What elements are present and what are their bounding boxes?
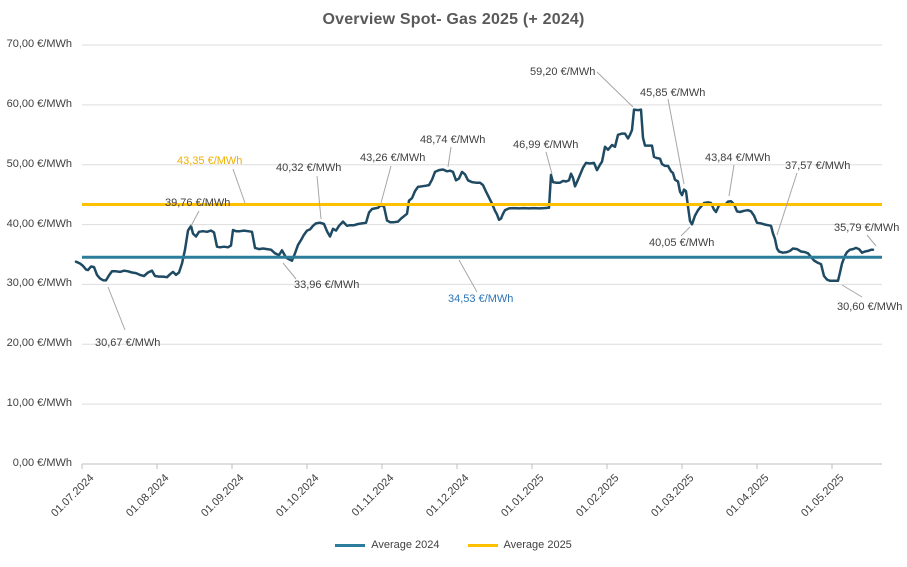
leader-line-30-67 (107, 286, 126, 331)
annotation-30-60: 30,60 €/MWh (837, 301, 903, 313)
annotation-45-85: 45,85 €/MWh (640, 87, 706, 99)
y-axis-label: 60,00 €/MWh (6, 97, 72, 110)
y-axis-label: 70,00 €/MWh (6, 38, 72, 50)
leader-line-45-85 (667, 98, 685, 185)
annotation-33-96: 33,96 €/MWh (294, 279, 360, 291)
annotation-48-74: 48,74 €/MWh (420, 134, 486, 146)
y-axis-label: 30,00 €/MWh (6, 277, 72, 290)
leader-line-48-74 (447, 146, 452, 168)
annotation-46-99: 46,99 €/MWh (513, 139, 579, 151)
annotation-35-79: 35,79 €/MWh (834, 222, 900, 234)
annotation-39-76: 39,76 €/MWh (165, 197, 231, 209)
spot-price-line (74, 108, 875, 283)
legend-label: Average 2024 (371, 539, 440, 551)
annotation-37-57: 37,57 €/MWh (785, 160, 851, 172)
legend-label: Average 2025 (503, 539, 572, 551)
legend-swatch-average-2024 (335, 543, 366, 547)
annotation-30-67: 30,67 €/MWh (95, 337, 161, 349)
leader-line-40-05 (680, 226, 691, 237)
leader-line-40-32 (316, 175, 322, 220)
legend-swatch-average-2025 (467, 543, 498, 547)
annotation-43-84: 43,84 €/MWh (705, 152, 771, 164)
leader-line-43-84 (728, 164, 735, 197)
y-axis-label: 20,00 €/MWh (6, 337, 72, 350)
annotation-43-26: 43,26 €/MWh (360, 152, 426, 164)
leader-line-43-35 (232, 168, 246, 204)
annotation-59-20: 59,20 €/MWh (530, 66, 596, 78)
leader-line-59-20 (596, 71, 634, 108)
leader-line-34-53 (458, 259, 478, 293)
legend-item-average-2024: Average 2024 (335, 539, 440, 551)
leader-line-33-96 (282, 262, 297, 280)
chart-legend: Average 2024 Average 2025 (0, 539, 907, 551)
leader-line-35-79 (866, 234, 877, 247)
leader-line-43-26 (380, 165, 392, 204)
annotation-40-05: 40,05 €/MWh (649, 237, 715, 249)
y-axis-label: 50,00 €/MWh (6, 157, 72, 170)
annotation-34-53: 34,53 €/MWh (448, 293, 514, 305)
y-axis-label: 10,00 €/MWh (6, 397, 72, 410)
y-axis-label: 0,00 €/MWh (12, 457, 72, 469)
leader-line-46-99 (545, 151, 553, 175)
y-axis-label: 40,00 €/MWh (6, 217, 72, 230)
annotation-40-32: 40,32 €/MWh (276, 162, 342, 174)
leader-line-30-60 (841, 284, 863, 298)
annotation-43-35: 43,35 €/MWh (177, 155, 243, 167)
leader-line-39-76 (190, 210, 200, 227)
leader-line-37-57 (776, 172, 798, 236)
legend-item-average-2025: Average 2025 (467, 539, 572, 551)
chart-title: Overview Spot- Gas 2025 (+ 2024) (322, 11, 585, 28)
